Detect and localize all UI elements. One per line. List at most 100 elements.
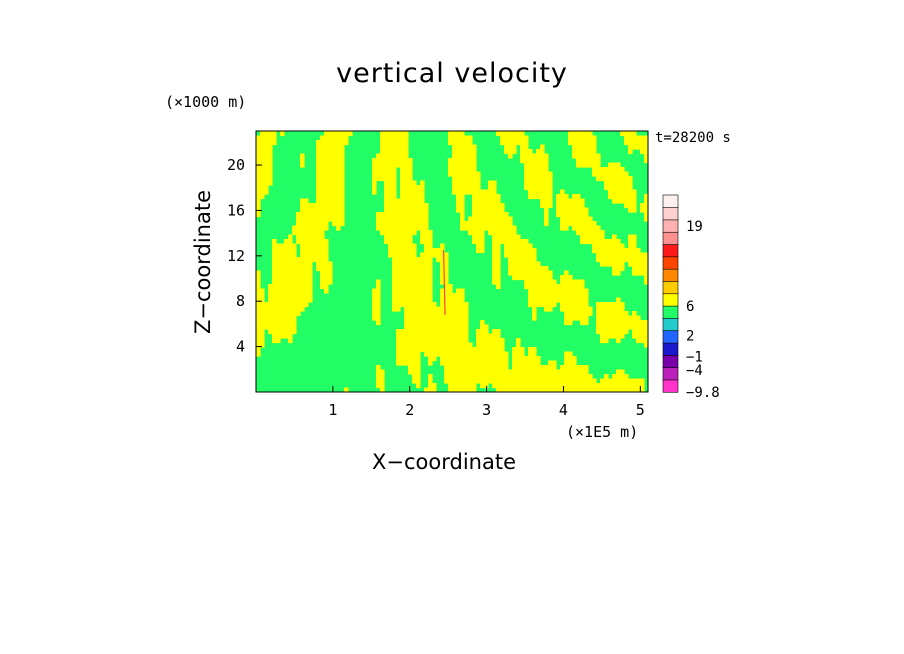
field-cell xyxy=(324,266,329,272)
field-cell xyxy=(532,162,537,168)
field-cell xyxy=(532,288,537,294)
field-cell xyxy=(568,207,573,213)
field-cell xyxy=(580,135,585,141)
field-cell xyxy=(460,153,465,159)
field-cell xyxy=(412,275,417,281)
field-cell xyxy=(504,216,509,222)
field-cell xyxy=(300,243,305,249)
field-cell xyxy=(612,315,617,321)
field-cell xyxy=(324,225,329,231)
field-cell xyxy=(416,207,421,213)
field-cell xyxy=(612,333,617,339)
field-cell xyxy=(384,140,389,146)
field-cell xyxy=(448,140,453,146)
field-cell xyxy=(276,257,281,263)
field-cell xyxy=(460,333,465,339)
field-cell xyxy=(280,297,285,303)
field-cell xyxy=(452,185,457,191)
field-cell xyxy=(296,239,301,245)
field-cell xyxy=(300,248,305,254)
field-cell xyxy=(604,180,609,186)
field-cell xyxy=(568,297,573,303)
field-cell xyxy=(532,153,537,159)
field-cell xyxy=(324,275,329,281)
field-cell xyxy=(524,284,529,290)
field-cell xyxy=(404,221,409,227)
field-cell xyxy=(380,131,385,137)
field-cell xyxy=(456,383,461,389)
field-cell xyxy=(300,203,305,209)
field-cell xyxy=(540,198,545,204)
colorbar-swatch xyxy=(662,219,679,233)
field-cell xyxy=(624,185,629,191)
field-cell xyxy=(632,329,637,335)
field-cell xyxy=(328,135,333,141)
field-cell xyxy=(452,351,457,357)
field-cell xyxy=(524,248,529,254)
field-cell xyxy=(612,266,617,272)
field-cell xyxy=(388,221,393,227)
field-cell xyxy=(400,212,405,218)
field-cell xyxy=(420,338,425,344)
field-cell xyxy=(628,315,633,321)
field-cell xyxy=(304,284,309,290)
field-cell xyxy=(516,270,521,276)
field-cell xyxy=(544,297,549,303)
field-cell xyxy=(392,270,397,276)
field-cell xyxy=(300,266,305,272)
y-tick-label: 12 xyxy=(227,247,245,265)
field-cell xyxy=(388,239,393,245)
field-cell xyxy=(420,320,425,326)
field-cell xyxy=(280,257,285,263)
field-cell xyxy=(288,293,293,299)
field-cell xyxy=(388,252,393,258)
field-cell xyxy=(460,324,465,330)
field-cell xyxy=(276,279,281,285)
field-cell xyxy=(308,221,313,227)
field-cell xyxy=(544,153,549,159)
field-cell xyxy=(444,342,449,348)
field-cell xyxy=(460,302,465,308)
field-cell xyxy=(464,176,469,182)
field-cell xyxy=(584,212,589,218)
field-cell xyxy=(472,365,477,371)
field-cell xyxy=(560,216,565,222)
field-cell xyxy=(528,297,533,303)
field-cell xyxy=(604,302,609,308)
field-cell xyxy=(608,176,613,182)
field-cell xyxy=(264,311,269,317)
field-cell xyxy=(624,180,629,186)
field-cell xyxy=(304,203,309,209)
field-cell xyxy=(620,315,625,321)
field-cell xyxy=(300,270,305,276)
field-cell xyxy=(504,369,509,375)
field-cell xyxy=(400,140,405,146)
field-cell xyxy=(576,149,581,155)
field-cell xyxy=(516,369,521,375)
field-cell xyxy=(312,252,317,258)
field-cell xyxy=(280,302,285,308)
field-cell xyxy=(260,329,265,335)
field-cell xyxy=(372,293,377,299)
field-cell xyxy=(528,365,533,371)
field-cell xyxy=(628,207,633,213)
field-cell xyxy=(456,293,461,299)
field-cell xyxy=(320,279,325,285)
field-cell xyxy=(376,171,381,177)
field-cell xyxy=(496,207,501,213)
field-cell xyxy=(264,140,269,146)
field-cell xyxy=(400,347,405,353)
field-cell xyxy=(452,158,457,164)
field-cell xyxy=(516,266,521,272)
field-cell xyxy=(276,266,281,272)
field-cell xyxy=(624,383,629,389)
field-cell xyxy=(560,387,565,392)
colorbar-swatch xyxy=(662,280,679,295)
field-cell xyxy=(508,383,513,389)
field-cell xyxy=(316,266,321,272)
field-cell xyxy=(316,144,321,150)
field-cell xyxy=(632,266,637,272)
field-cell xyxy=(572,131,577,137)
field-cell xyxy=(372,297,377,303)
field-cell xyxy=(444,311,449,317)
